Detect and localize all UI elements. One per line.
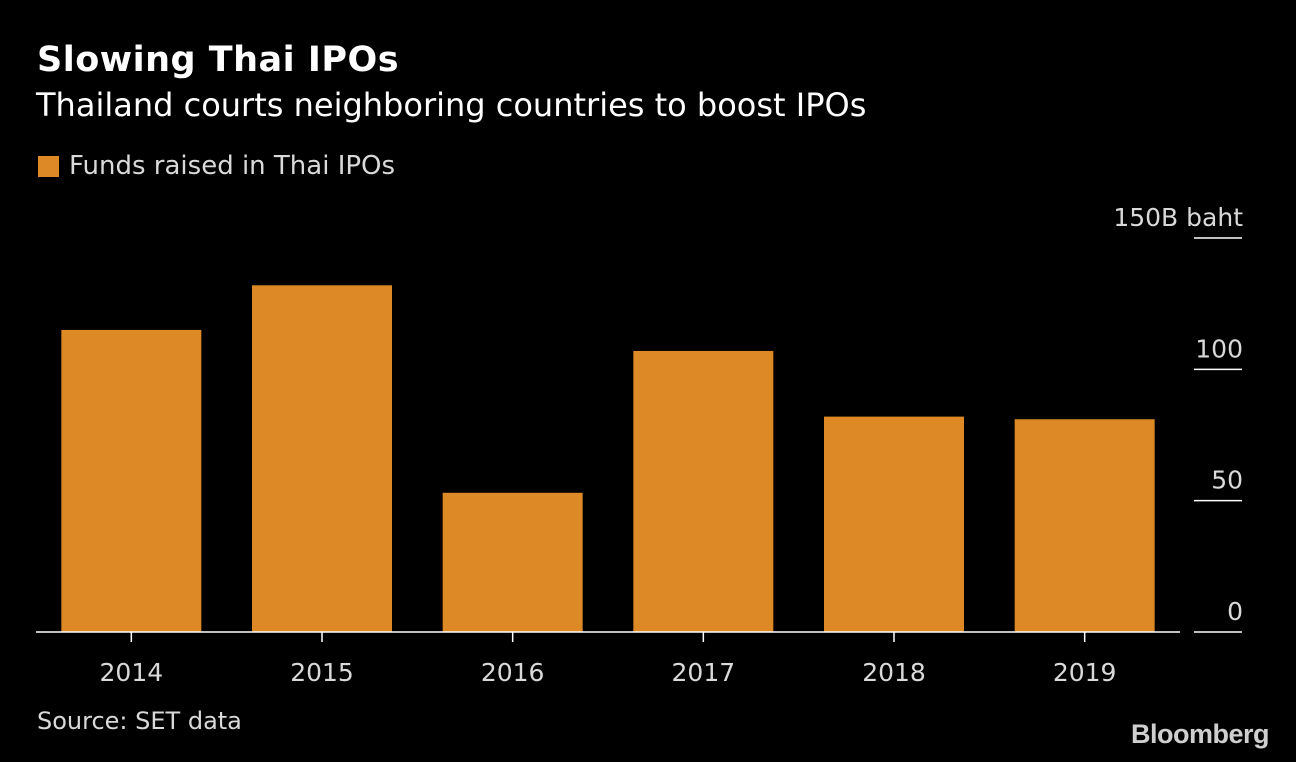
x-tick-label-2017: 2017	[672, 658, 736, 687]
source-note: Source: SET data	[37, 707, 242, 735]
x-tick-label-2018: 2018	[862, 658, 926, 687]
bloomberg-logo: Bloomberg	[1130, 719, 1270, 749]
x-tick-label-2019: 2019	[1053, 658, 1117, 687]
y-tick-label-0: 0	[1227, 597, 1243, 626]
y-tick-label-100: 100	[1195, 334, 1243, 363]
y-tick-label-150: 150B baht	[1113, 203, 1243, 232]
legend-label: Funds raised in Thai IPOs	[69, 151, 396, 181]
legend-swatch	[38, 155, 59, 177]
chart-subtitle: Thailand courts neighboring countries to…	[36, 86, 867, 124]
chart-title: Slowing Thai IPOs	[37, 40, 400, 80]
bar-2014	[61, 329, 202, 632]
x-tick-label-2015: 2015	[290, 658, 354, 687]
y-tick-label-50: 50	[1211, 466, 1243, 495]
bar-2015	[252, 285, 392, 632]
x-tick-label-2016: 2016	[481, 658, 545, 687]
legend: Funds raised in Thai IPOs	[38, 151, 395, 181]
x-tick-label-2014: 2014	[100, 658, 164, 687]
bar-2016	[442, 492, 583, 632]
bar-2017	[633, 350, 774, 632]
bar-2018	[824, 416, 964, 632]
bar-2019	[1014, 419, 1155, 632]
